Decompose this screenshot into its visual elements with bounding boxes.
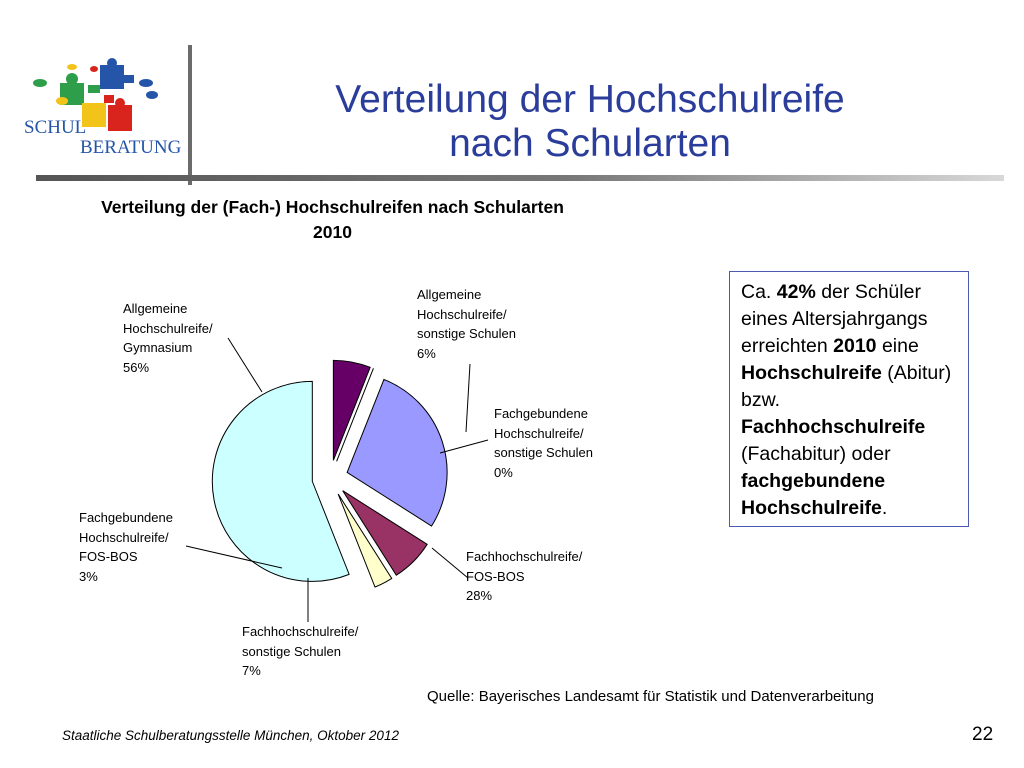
header-vertical-rule	[188, 45, 192, 185]
slide-title-line-2: nach Schularten	[449, 122, 731, 165]
pie-slice-fachgeb-sonstige	[336, 368, 374, 462]
chart-title-line-2: 2010	[313, 222, 352, 242]
callout-segment: 2010	[833, 335, 877, 357]
callout-segment: (Abitur) bzw.	[741, 362, 952, 411]
callout-segment: Fachhochschulreife	[741, 416, 926, 438]
pie-slice-allg-gymnasium	[211, 380, 350, 582]
logo-text-beratung: BERATUNG	[80, 137, 182, 158]
slice-label-allg-gymnasium: Allgemeine Hochschulreife/ Gymnasium 56%	[123, 301, 213, 375]
logo-text-schul: SCHUL	[24, 117, 86, 138]
header-horizontal-rule	[36, 175, 1004, 181]
callout-segment: .	[881, 497, 888, 519]
callout-box: Ca. 42% der Schüler eines Altersjahrgang…	[729, 271, 969, 527]
pie-slices	[211, 359, 448, 588]
callout-segment: der Schüler eines Altersjahrgangs erreic…	[741, 281, 928, 357]
slice-label-fh-fosbos: Fachhochschulreife/ FOS-BOS 28%	[466, 549, 583, 603]
leader-line-fachgeb-fosbos	[185, 545, 283, 569]
pie-slice-allg-sonstige	[332, 359, 371, 461]
pie-slice-fh-fosbos	[346, 378, 448, 527]
pie-slice-fh-sonstige	[342, 490, 428, 576]
pie-leader-lines	[185, 337, 489, 622]
callout-segment: Ca.	[741, 281, 777, 303]
schulberatung-logo: SCHUL BERATUNG	[24, 58, 182, 158]
callout-segment: (Fachabitur) oder	[741, 443, 891, 465]
pie-slice-fachgeb-fosbos	[337, 493, 393, 588]
slide-title-line-1: Verteilung der Hochschulreife	[335, 78, 845, 121]
leader-line-allg-gymnasium	[227, 337, 263, 393]
callout-segment: Hochschulreife	[741, 362, 882, 384]
footer-text: Staatliche Schulberatungsstelle München,…	[62, 728, 399, 743]
callout-segment: 42%	[776, 281, 816, 303]
callout-segment: fachgebundene Hochschulreife	[741, 470, 886, 519]
slice-label-allg-sonstige: Allgemeine Hochschulreife/ sonstige Schu…	[417, 287, 517, 361]
leader-line-fachgeb-sonstige	[439, 439, 489, 454]
chart-title-line-1: Verteilung der (Fach-) Hochschulreifen n…	[101, 197, 564, 217]
callout-segment: eine	[876, 335, 919, 357]
page-number: 22	[972, 724, 994, 745]
slice-label-fachgeb-fosbos: Fachgebundene Hochschulreife/ FOS-BOS 3%	[79, 510, 173, 584]
leader-line-fh-fosbos	[431, 547, 469, 579]
chart-title: Verteilung der (Fach-) Hochschulreifen n…	[55, 195, 610, 245]
source-note: Quelle: Bayerisches Landesamt für Statis…	[427, 688, 874, 705]
slice-label-fachgeb-sonstige: Fachgebundene Hochschulreife/ sonstige S…	[494, 406, 594, 480]
slide-title: Verteilung der Hochschulreife nach Schul…	[300, 78, 880, 166]
slice-label-fh-sonstige: Fachhochschulreife/ sonstige Schulen 7%	[242, 624, 359, 678]
leader-line-allg-sonstige	[465, 363, 471, 433]
